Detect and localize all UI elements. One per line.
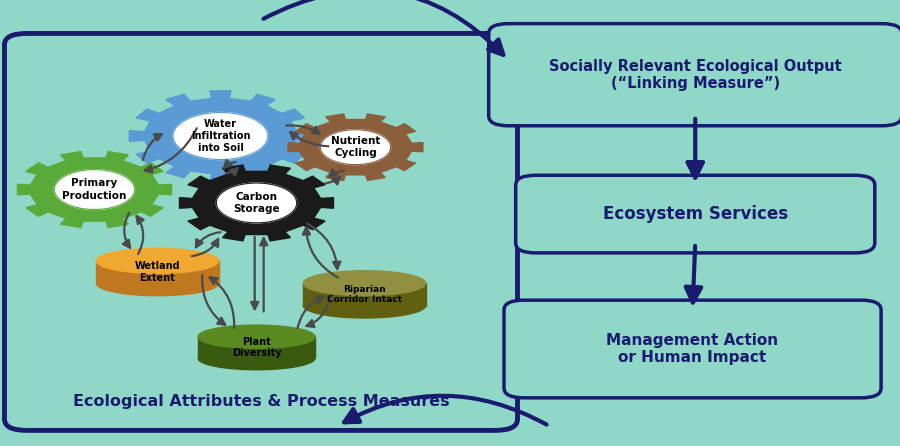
Polygon shape (303, 271, 426, 296)
FancyArrowPatch shape (264, 0, 503, 55)
FancyArrowPatch shape (192, 239, 218, 256)
FancyArrowPatch shape (210, 277, 234, 328)
FancyArrowPatch shape (145, 128, 197, 173)
Text: Ecosystem Services: Ecosystem Services (603, 205, 788, 223)
Polygon shape (198, 337, 315, 358)
FancyArrowPatch shape (260, 238, 267, 312)
Text: Plant
Diversity: Plant Diversity (231, 337, 282, 358)
Polygon shape (320, 130, 391, 165)
FancyArrowPatch shape (224, 160, 236, 168)
FancyArrowPatch shape (329, 169, 344, 177)
Polygon shape (198, 358, 315, 370)
FancyArrowPatch shape (302, 227, 338, 277)
FancyArrowPatch shape (307, 297, 330, 327)
FancyArrowPatch shape (344, 396, 546, 425)
FancyArrowPatch shape (143, 134, 162, 160)
Polygon shape (173, 112, 268, 160)
Polygon shape (216, 183, 297, 223)
Text: Socially Relevant Ecological Output
(“Linking Measure”): Socially Relevant Ecological Output (“Li… (549, 58, 842, 91)
FancyBboxPatch shape (489, 24, 900, 126)
Polygon shape (17, 152, 172, 227)
FancyBboxPatch shape (504, 300, 881, 398)
FancyBboxPatch shape (4, 33, 518, 430)
Polygon shape (179, 165, 334, 241)
Polygon shape (54, 169, 135, 210)
FancyArrowPatch shape (226, 168, 238, 176)
FancyArrowPatch shape (325, 177, 340, 184)
Text: Wetland
Extent: Wetland Extent (135, 261, 180, 283)
FancyArrowPatch shape (298, 296, 323, 328)
Polygon shape (130, 91, 311, 181)
FancyArrowPatch shape (196, 232, 220, 248)
Text: Management Action
or Human Impact: Management Action or Human Impact (607, 333, 778, 365)
Text: Primary
Production: Primary Production (62, 178, 127, 201)
FancyArrowPatch shape (307, 223, 340, 269)
FancyArrowPatch shape (286, 125, 320, 134)
Polygon shape (303, 283, 426, 306)
Text: Water
Infiltration
into Soil: Water Infiltration into Soil (191, 119, 250, 153)
FancyArrowPatch shape (290, 132, 328, 146)
Polygon shape (96, 248, 219, 273)
FancyArrowPatch shape (137, 216, 144, 254)
Polygon shape (96, 283, 219, 296)
Polygon shape (288, 114, 423, 180)
FancyArrowPatch shape (202, 275, 225, 325)
Text: Riparian
Corridor Intact: Riparian Corridor Intact (327, 285, 402, 304)
Polygon shape (96, 261, 219, 283)
Polygon shape (303, 306, 426, 318)
Text: Ecological Attributes & Process Measures: Ecological Attributes & Process Measures (73, 394, 449, 409)
Text: Nutrient
Cycling: Nutrient Cycling (331, 136, 380, 158)
FancyArrowPatch shape (251, 237, 258, 309)
FancyBboxPatch shape (516, 175, 875, 253)
Text: Carbon
Storage: Carbon Storage (233, 192, 280, 214)
Polygon shape (198, 325, 315, 348)
FancyArrowPatch shape (123, 213, 130, 248)
